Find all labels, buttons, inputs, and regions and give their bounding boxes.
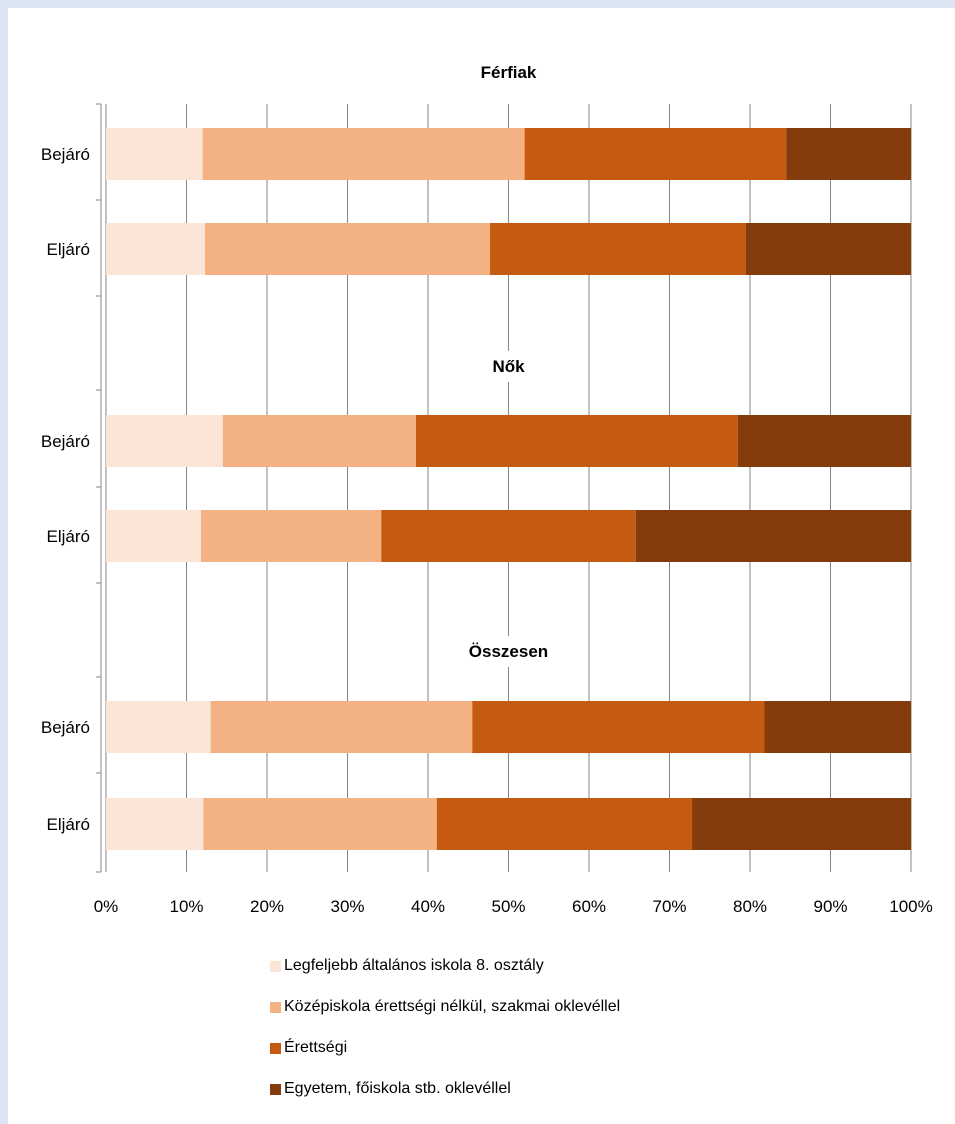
bar-segment [210,701,473,753]
category-label: Eljáró [47,815,90,834]
legend-label: Középiskola érettségi nélkül, szakmai ok… [284,998,621,1015]
legend-swatch [270,1042,281,1054]
x-tick-label: 60% [572,897,606,916]
group-title: Nők [492,357,525,376]
legend-swatch [270,1083,281,1095]
bar-segment [106,510,201,562]
x-tick-label: 100% [889,897,932,916]
bar-segment [489,223,746,275]
group-title: Összesen [469,642,548,661]
x-tick-label: 10% [169,897,203,916]
bar-segment [436,798,693,850]
bar-segment [106,128,203,180]
x-tick-label: 90% [813,897,847,916]
group-title-background [482,351,536,382]
frame-top-border [0,0,955,8]
bar-segment [472,701,765,753]
bar-segment [106,223,206,275]
category-label: Eljáró [47,527,90,546]
stacked-bar-chart: Férfiak Bejáró Eljáró Nők Bejáró Eljáró Összes… [41,63,933,916]
bar-segment [524,128,787,180]
bar-segment [202,128,525,180]
x-tick-label: 0% [94,897,119,916]
category-label: Bejáró [41,145,90,164]
legend-label: Egyetem, főiskola stb. oklevéllel [284,1080,511,1097]
legend-swatch [270,1001,281,1013]
bar-segment [205,223,490,275]
legend-swatch [270,960,281,972]
bar-segment [200,510,382,562]
bar-segment [745,223,911,275]
x-tick-label: 50% [491,897,525,916]
bar-segment [106,798,204,850]
bar-segment [764,701,911,753]
group-title: Férfiak [481,63,537,82]
x-tick-label: 40% [411,897,445,916]
category-label: Eljáró [47,240,90,259]
frame-left-border [0,0,8,1124]
bar-segment [381,510,636,562]
x-tick-label: 70% [652,897,686,916]
legend-item: Legfeljebb általános iskola 8. osztály [270,957,620,975]
bar-segment [635,510,911,562]
group-title-background [458,636,559,667]
legend-label: Legfeljebb általános iskola 8. osztály [284,957,544,974]
category-label: Bejáró [41,432,90,451]
x-tick-label: 30% [330,897,364,916]
legend-label: Érettségi [284,1039,348,1056]
legend-item: Egyetem, főiskola stb. oklevéllel [270,1080,620,1098]
bar-segment [737,415,911,467]
bar-segment [106,415,223,467]
legend-item: Érettségi [270,1039,620,1057]
bar-segment [106,701,211,753]
bar-segment [786,128,911,180]
category-label: Bejáró [41,718,90,737]
x-tick-label: 80% [733,897,767,916]
x-tick-label: 20% [250,897,284,916]
bar-segment [203,798,437,850]
legend-item: Középiskola érettségi nélkül, szakmai ok… [270,998,620,1016]
chart-legend: Legfeljebb általános iskola 8. osztály K… [270,957,620,1121]
bar-segment [692,798,911,850]
bar-segment [222,415,416,467]
bar-segment [415,415,738,467]
